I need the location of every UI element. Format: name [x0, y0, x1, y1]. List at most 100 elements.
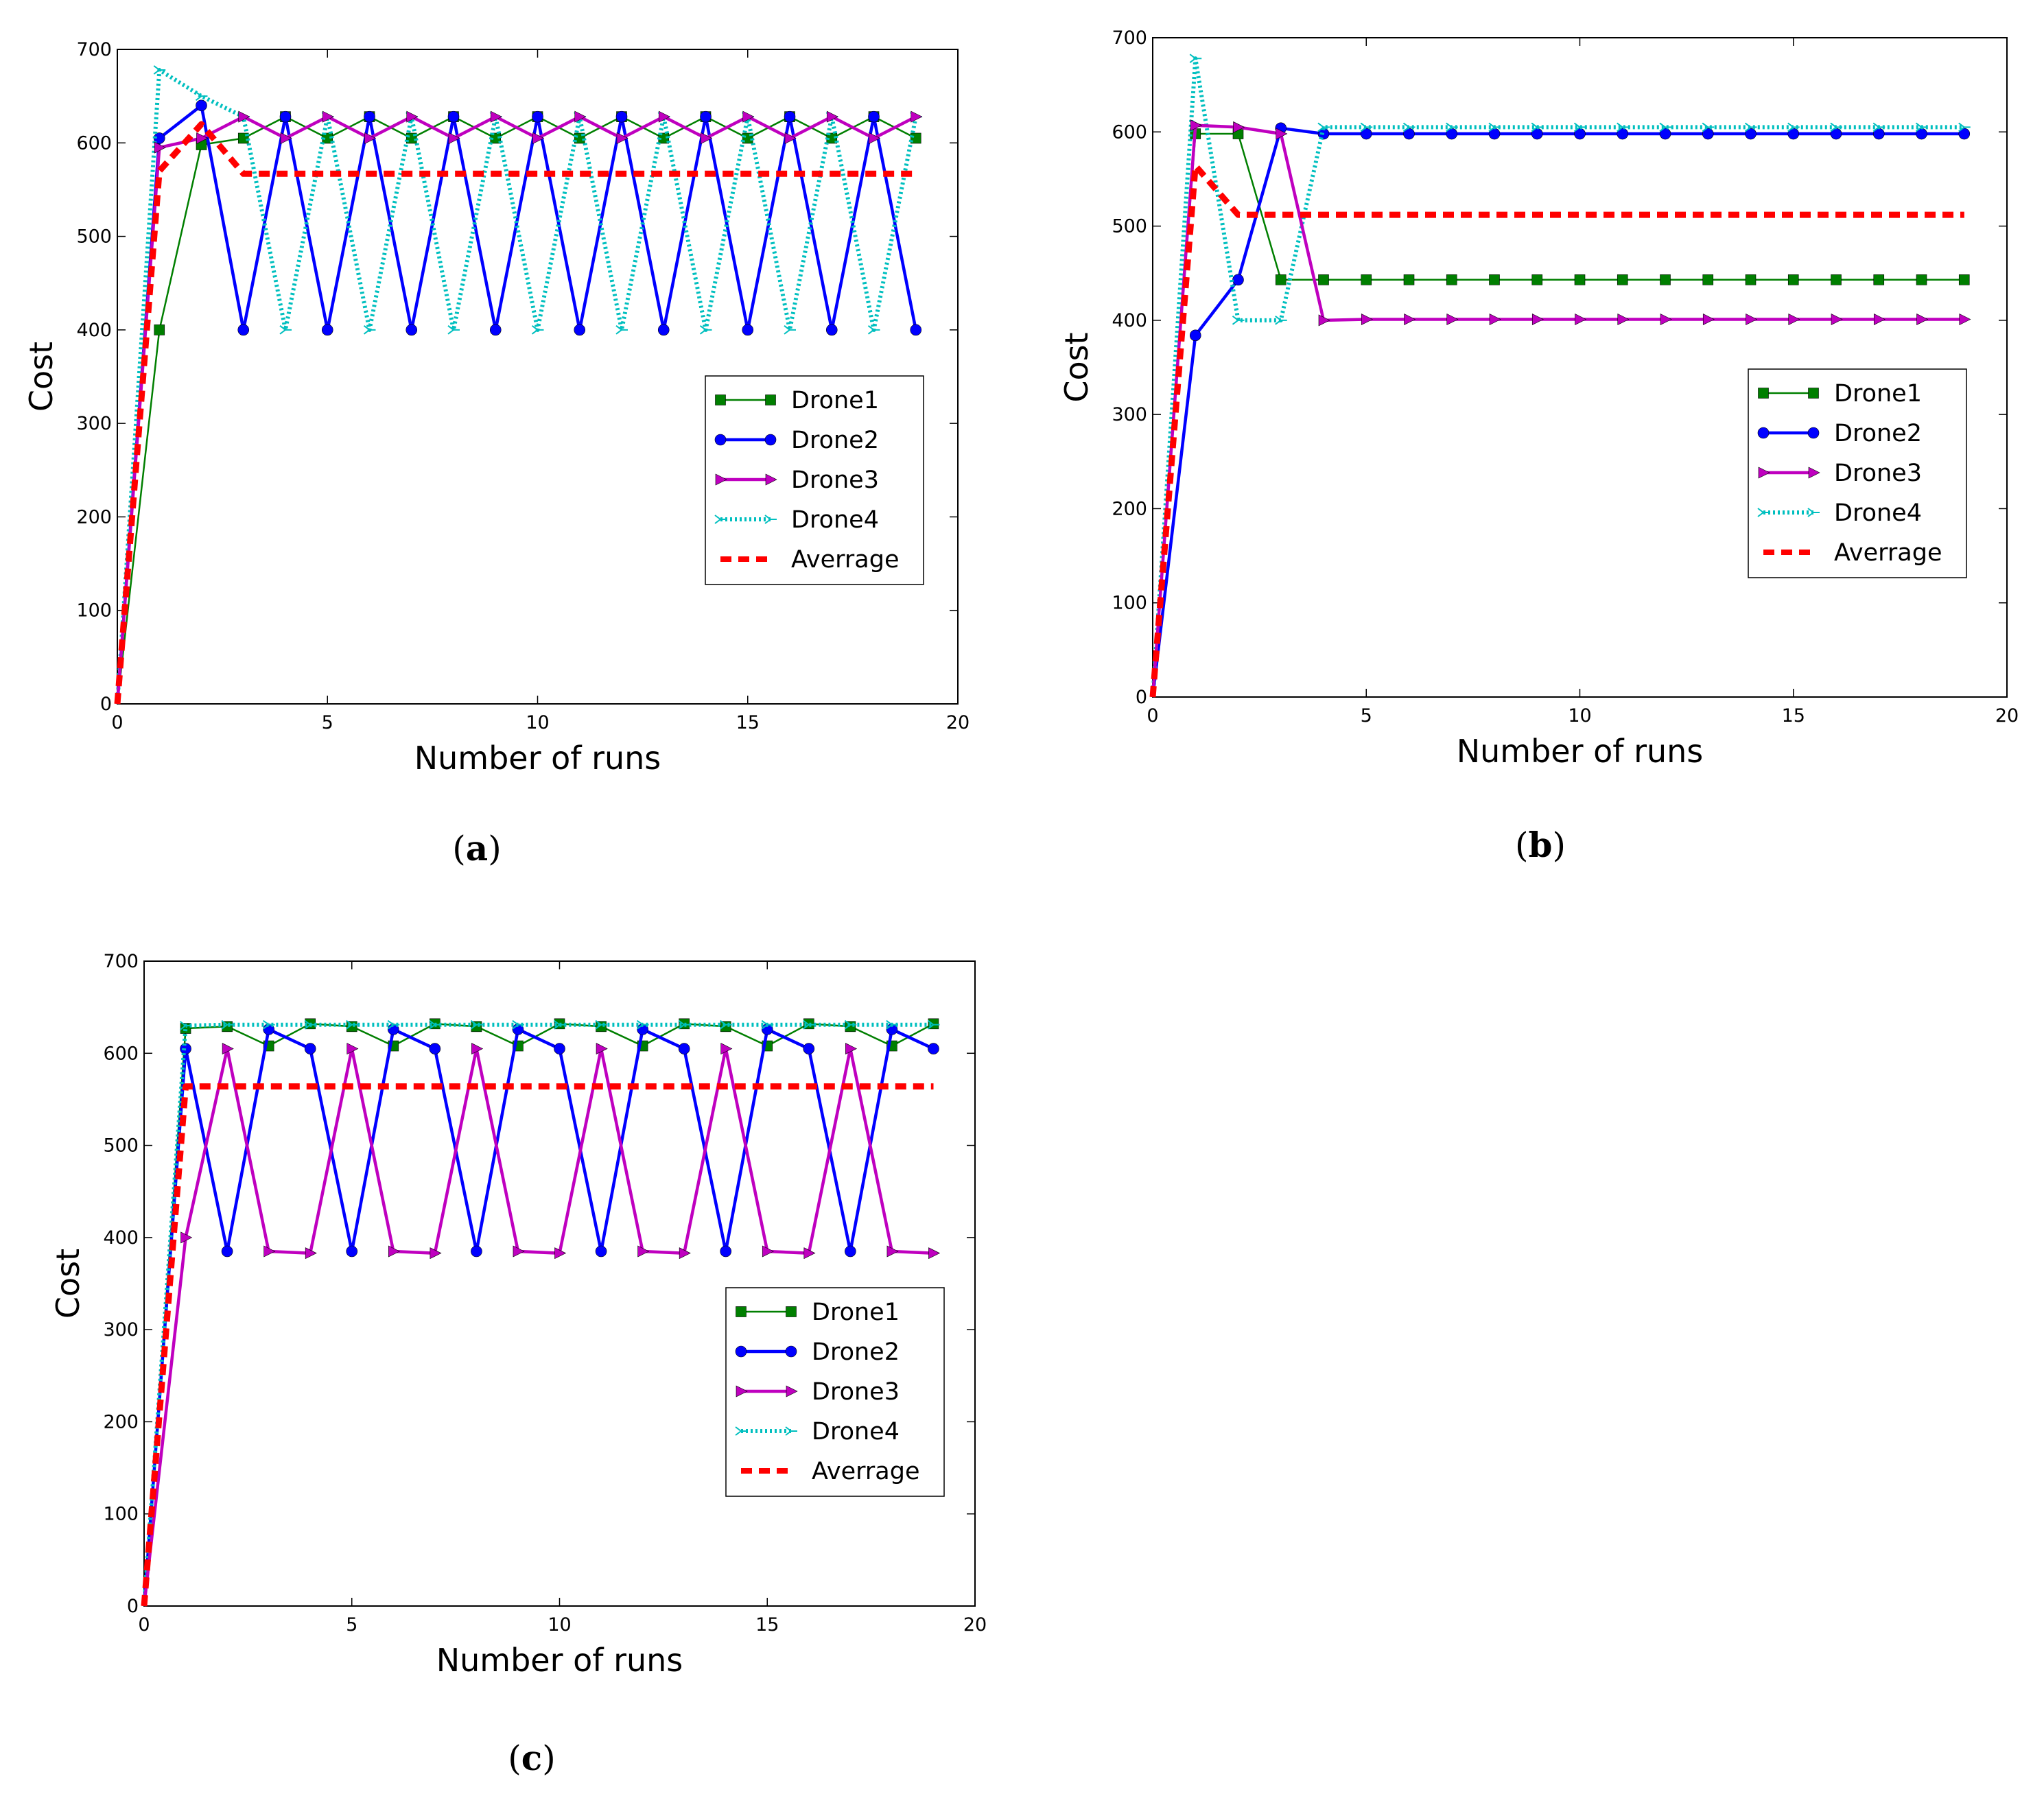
data-point-drone2	[321, 324, 333, 336]
data-point-drone2	[784, 110, 796, 123]
data-point-drone3	[346, 1043, 359, 1055]
legend-marker-drone3	[1758, 467, 1770, 479]
x-tick-label: 20	[1995, 705, 2019, 727]
data-point-drone3	[616, 132, 629, 144]
data-point-drone2	[237, 324, 250, 336]
data-point-drone4	[346, 1019, 358, 1030]
data-point-drone3	[928, 1247, 941, 1260]
data-point-drone4	[470, 1019, 483, 1030]
y-tick-label: 0	[127, 1596, 139, 1617]
data-point-drone3	[1788, 313, 1800, 325]
data-point-drone4	[179, 1021, 192, 1030]
data-point-drone3	[886, 1245, 899, 1258]
data-point-drone2	[221, 1245, 233, 1258]
data-point-drone4	[447, 325, 460, 335]
legend-marker-drone3	[1808, 467, 1820, 479]
data-point-drone4	[803, 1019, 815, 1030]
y-tick-label: 100	[103, 1504, 139, 1525]
data-point-drone3	[430, 1247, 442, 1260]
legend-marker-drone2	[785, 1345, 797, 1358]
x-tick-label: 10	[1568, 705, 1591, 727]
legend-label-drone2: Drone2	[1834, 420, 1922, 447]
data-point-drone3	[1575, 313, 1587, 325]
data-point-drone1	[1531, 274, 1543, 285]
data-point-drone4	[1531, 122, 1544, 132]
legend-label-drone3: Drone3	[812, 1378, 900, 1406]
y-tick-label: 500	[76, 226, 112, 248]
series-line-drone3	[115, 115, 917, 705]
y-tick-label: 300	[103, 1319, 139, 1341]
legend-marker-drone2	[764, 434, 777, 446]
legend-label-drone3: Drone3	[1834, 460, 1922, 487]
plot-area	[1152, 37, 2008, 698]
data-point-drone3	[1831, 313, 1843, 325]
legend-marker-drone2	[714, 434, 727, 446]
data-point-drone3	[574, 110, 587, 123]
data-point-drone4	[1830, 122, 1842, 132]
x-tick-label: 15	[736, 712, 760, 733]
legend-marker-drone4	[1757, 508, 1770, 517]
data-point-drone4	[1958, 122, 1971, 132]
data-point-drone4	[678, 1019, 691, 1030]
legend-marker-drone1	[765, 394, 776, 405]
series-drone2	[1151, 122, 1971, 698]
data-point-drone4	[1360, 122, 1373, 132]
data-point-drone2	[720, 1245, 731, 1258]
series-line-drone4	[115, 68, 918, 705]
x-tick-label: 20	[963, 1614, 987, 1636]
data-point-drone4	[1702, 122, 1715, 132]
data-point-drone1	[1617, 274, 1628, 285]
x-tick-label: 0	[111, 712, 123, 733]
data-point-drone2	[928, 1043, 939, 1054]
panel-caption: (a)	[452, 828, 501, 869]
y-tick-label: 200	[103, 1411, 139, 1432]
legend-marker-drone2	[1757, 427, 1770, 439]
data-point-drone3	[869, 132, 881, 144]
legend-label-drone4: Drone4	[812, 1418, 900, 1445]
legend-marker-drone1	[1808, 388, 1819, 399]
data-point-drone4	[1573, 122, 1586, 132]
series-averrage	[141, 1083, 934, 1607]
series-line-drone2	[142, 1028, 935, 1607]
data-point-drone3	[637, 1245, 650, 1258]
series-line-drone2	[1151, 126, 1964, 698]
y-tick-label: 200	[1112, 498, 1147, 519]
data-point-drone2	[678, 1043, 690, 1054]
data-point-drone1	[1489, 274, 1500, 285]
x-tick-label: 15	[755, 1614, 779, 1636]
data-point-drone2	[657, 324, 670, 336]
y-tick-label: 600	[76, 132, 112, 154]
data-point-drone3	[658, 110, 670, 123]
data-point-drone3	[154, 141, 166, 154]
y-tick-label: 400	[76, 320, 112, 341]
legend-marker-drone4	[735, 1426, 747, 1436]
data-point-drone2	[429, 1043, 441, 1054]
y-tick-label: 100	[1112, 593, 1147, 614]
y-tick-label: 300	[76, 413, 112, 434]
x-tick-label: 10	[548, 1614, 571, 1636]
x-tick-label: 5	[322, 712, 333, 733]
data-point-drone4	[1232, 316, 1245, 325]
panel-caption: (c)	[508, 1738, 555, 1778]
chart-panel-a: 0 100 200 300 400 500 600 700 0 5 10 15 20 Number of …	[23, 39, 970, 869]
y-tick-label: 700	[1112, 27, 1147, 49]
x-tick-label: 5	[346, 1614, 357, 1636]
data-point-drone2	[1702, 128, 1714, 140]
data-point-drone2	[532, 110, 543, 123]
data-point-drone4	[1446, 122, 1458, 132]
data-point-drone1	[471, 1021, 482, 1032]
data-point-drone4	[429, 1019, 441, 1030]
data-point-drone3	[1489, 313, 1501, 325]
legend: Drone1 Drone2 Drone3 Drone4 Averrage	[705, 375, 924, 585]
x-tick-label: 15	[1782, 705, 1805, 727]
data-point-drone1	[1745, 274, 1757, 285]
legend-marker-drone4	[764, 515, 777, 524]
data-point-drone2	[279, 110, 292, 123]
data-point-drone1	[1831, 274, 1842, 285]
data-point-drone3	[1660, 313, 1672, 325]
data-point-drone2	[346, 1245, 358, 1258]
legend: Drone1 Drone2 Drone3 Drone4 Averrage	[1748, 368, 1967, 578]
data-point-drone1	[1916, 274, 1927, 285]
series-drone3	[115, 110, 923, 705]
data-point-drone3	[1233, 121, 1245, 133]
